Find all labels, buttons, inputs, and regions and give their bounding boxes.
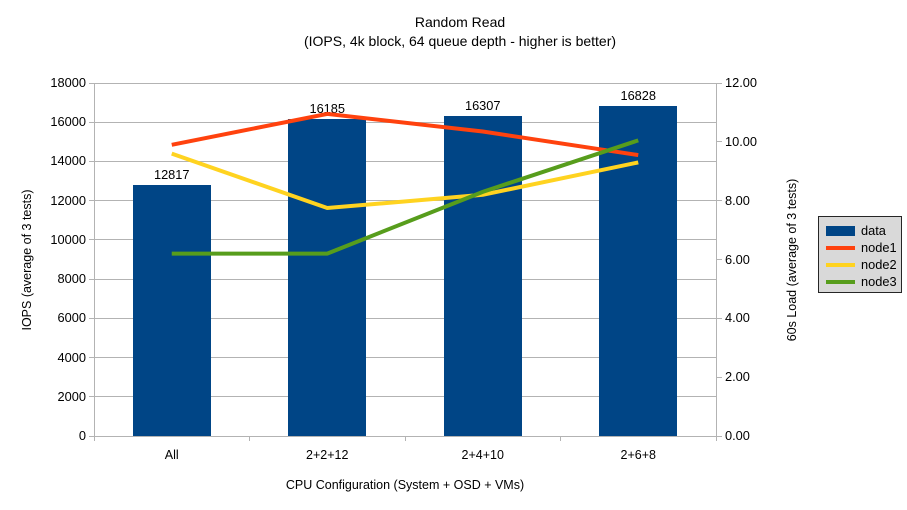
right-axis-tick [717,82,722,84]
legend: data node1 node2 node3 [818,216,902,293]
gridline [94,278,716,280]
bar-value-label: 16307 [464,98,501,114]
right-tick-label: 12.00 [725,75,758,90]
left-axis-tick [89,160,94,162]
gridline [94,82,716,84]
y-tick-label: 6000 [57,310,86,326]
right-tick-label: 6.00 [725,251,750,267]
left-axis-tick [89,317,94,319]
legend-label: node1 [861,239,897,255]
x-axis-tick [715,436,717,441]
y-tick-label: 18000 [50,75,86,90]
gridline [94,357,716,359]
right-tick-label: 10.00 [725,133,758,149]
y-tick-label: 12000 [50,192,86,208]
gridline [94,317,716,319]
line-node1 [171,111,639,158]
y-axis-line [94,83,95,436]
chart-subtitle: (IOPS, 4k block, 64 queue depth - higher… [303,33,617,49]
line-series-svg [171,111,639,256]
y-tick-label: 16000 [50,114,86,130]
y-tick-label: 2000 [57,388,86,404]
y-tick-label: 0 [78,428,86,443]
legend-item-node1: node1 [819,239,901,256]
right-tick-label: 2.00 [725,369,750,385]
chart-title: Random Read [414,14,506,30]
right-axis-tick [717,435,722,437]
bar-value-label: 16185 [309,100,346,116]
y-tick-label: 10000 [50,231,86,247]
legend-line-swatch-icon [826,245,855,250]
y-tick-label: 8000 [57,271,86,287]
legend-item-node3: node3 [819,274,901,291]
bar-value-label: 16828 [620,87,657,103]
right-axis-tick [717,200,722,202]
right-axis-tick [717,317,722,319]
right-axis-tick [717,376,722,378]
legend-bar-swatch-icon [826,225,855,236]
x-tick-label: 2+4+10 [461,448,504,462]
gridline [94,396,716,398]
left-axis-tick [89,396,94,398]
left-axis-tick [89,121,94,123]
right-axis-tick [717,141,722,143]
legend-line-swatch-icon [826,262,855,267]
right-axis-title: 60s Load (average of 3 tests) [785,178,799,342]
legend-label: data [861,222,886,238]
left-axis-tick [89,239,94,241]
y-tick-label: 4000 [57,349,86,365]
right-tick-label: 8.00 [725,192,750,208]
x-axis-tick [560,436,561,441]
x-axis-tick [93,436,95,441]
x-axis-tick [404,436,406,441]
x-tick-label: 2+6+8 [620,448,656,462]
gridline [94,239,716,241]
left-axis-tick [89,82,94,84]
legend-label: node3 [861,274,897,290]
legend-item-node2: node2 [819,256,901,273]
bar [288,118,367,436]
bar [443,116,522,436]
legend-item-data: data [819,222,901,239]
bar [599,105,678,436]
right-tick-label: 4.00 [725,310,750,326]
left-axis-tick [89,435,94,437]
legend-line-swatch-icon [826,280,855,285]
line-node2 [171,151,639,211]
left-axis-tick [89,200,94,202]
left-axis-title: IOPS (average of 3 tests) [20,189,34,331]
x-axis-tick [249,436,250,441]
x-tick-label: All [164,448,179,462]
x-axis-title: CPU Configuration (System + OSD + VMs) [285,478,525,492]
line-node3 [171,138,639,256]
x-tick-label: 2+2+12 [306,448,349,462]
left-axis-tick [89,278,94,280]
gridline [94,160,716,162]
right-tick-label: 0.00 [725,428,750,443]
bar [132,184,211,436]
right-axis-line [716,83,717,436]
left-axis-tick [89,357,94,359]
y-tick-label: 14000 [50,153,86,169]
legend-label: node2 [861,256,897,272]
right-axis-tick [717,259,722,260]
bar-value-label: 12817 [153,166,190,182]
